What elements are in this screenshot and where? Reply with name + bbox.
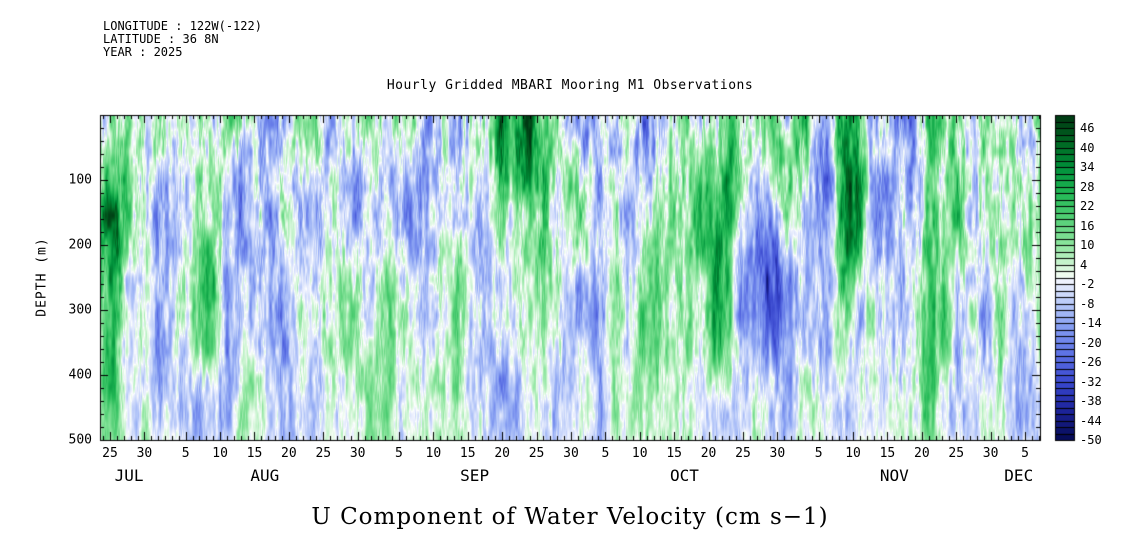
x-tick-label: 30 — [349, 446, 366, 461]
y-tick-label: 300 — [68, 302, 92, 318]
x-tick-label: 10 — [631, 446, 648, 461]
header-info: LONGITUDE : 122W(-122) LATITUDE : 36 8N … — [103, 20, 262, 59]
x-tick-label: 30 — [563, 446, 579, 461]
y-tick-label: 400 — [68, 367, 92, 383]
colorbar-tick-label: 34 — [1080, 160, 1095, 174]
colorbar-tick-label: 46 — [1080, 121, 1095, 135]
x-tick-label: 25 — [102, 446, 118, 461]
month-label: OCT — [670, 466, 699, 485]
colorbar-tick-label: -2 — [1080, 277, 1095, 291]
x-tick-label: 15 — [246, 446, 263, 461]
plot-title: Hourly Gridded MBARI Mooring M1 Observat… — [386, 78, 754, 93]
colorbar-tick-label: -8 — [1080, 296, 1095, 311]
colorbar-tick-label: 10 — [1080, 238, 1095, 252]
y-axis-label: DEPTH (m) — [34, 237, 50, 317]
x-tick-label: 30 — [769, 446, 786, 461]
x-tick-label: 25 — [948, 446, 965, 461]
colorbar-tick-label: -50 — [1080, 433, 1102, 447]
colorbar-tick-label: 40 — [1080, 140, 1095, 155]
latitude-label: LATITUDE : 36 8N — [103, 32, 219, 46]
x-tick-label: 5 — [601, 446, 610, 461]
month-label: AUG — [250, 466, 280, 485]
x-tick-label: 5 — [181, 446, 190, 461]
year-label: YEAR : 2025 — [103, 45, 183, 59]
colorbar-tick-label: -38 — [1080, 394, 1102, 408]
month-label: SEP — [460, 466, 490, 485]
colorbar-tick-label: 16 — [1080, 218, 1095, 233]
x-tick-label: 25 — [528, 446, 545, 461]
longitude-label: LONGITUDE : 122W(-122) — [103, 19, 262, 33]
x-tick-label: 30 — [136, 446, 153, 461]
colorbar-tick-label: 28 — [1080, 179, 1095, 194]
x-tick-label: 20 — [494, 446, 510, 461]
x-tick-label: 20 — [281, 446, 297, 461]
x-tick-label: 25 — [735, 446, 751, 461]
figure-caption: U Component of Water Velocity (cm s−1) — [311, 504, 829, 530]
y-tick-label: 200 — [68, 237, 92, 253]
y-tick-label: 100 — [68, 172, 92, 188]
colorbar-tick-label: -44 — [1080, 413, 1102, 428]
x-tick-label: 15 — [666, 446, 682, 461]
colorbar-tick-label: -32 — [1080, 374, 1102, 389]
x-tick-label: 20 — [914, 446, 930, 461]
month-label: DEC — [1004, 466, 1034, 485]
x-tick-label: 10 — [845, 446, 861, 461]
y-tick-label: 500 — [68, 432, 92, 448]
colorbar-tick-label: 22 — [1080, 199, 1095, 213]
x-tick-label: 15 — [879, 446, 896, 461]
x-tick-label: 10 — [425, 446, 442, 461]
x-tick-label: 5 — [1021, 446, 1029, 461]
colorbar-tick-label: -14 — [1080, 316, 1102, 330]
colorbar-tick-label: -20 — [1080, 335, 1102, 350]
x-tick-label: 10 — [212, 446, 228, 461]
x-tick-label: 15 — [459, 446, 476, 461]
month-label: JUL — [114, 466, 144, 485]
x-tick-label: 25 — [315, 446, 332, 461]
x-tick-label: 30 — [982, 446, 999, 461]
month-label: NOV — [879, 466, 909, 485]
x-tick-label: 5 — [395, 446, 403, 461]
colorbar-tick-label: 4 — [1080, 257, 1088, 272]
x-tick-label: 20 — [700, 446, 717, 461]
x-tick-label: 5 — [814, 446, 823, 461]
colorbar-tick-label: -26 — [1080, 355, 1102, 369]
